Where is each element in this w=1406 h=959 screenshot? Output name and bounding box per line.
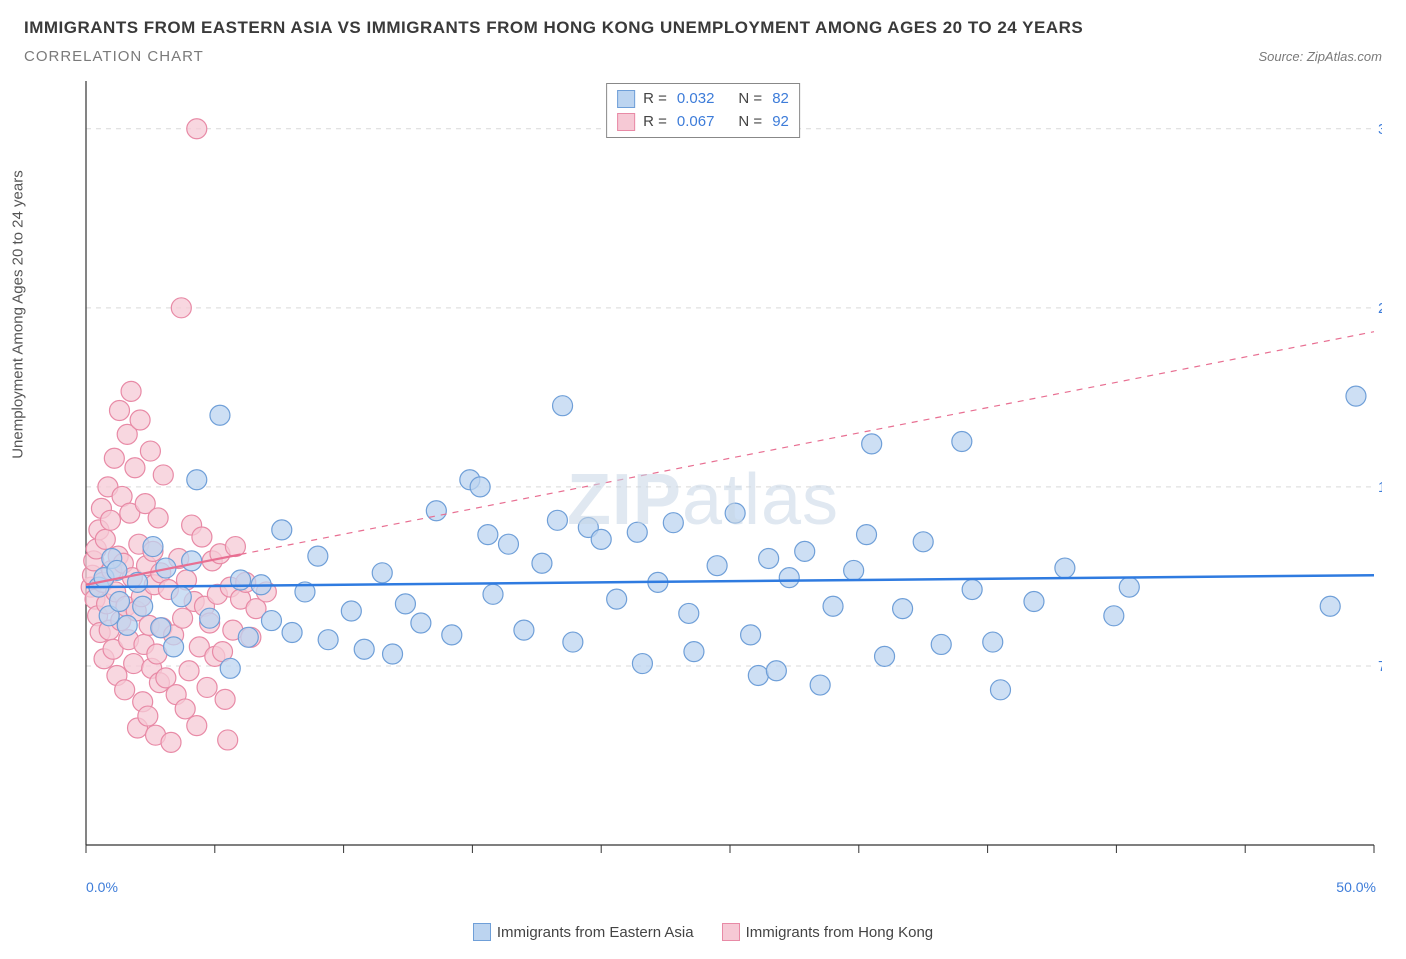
chart-container: Unemployment Among Ages 20 to 24 years R… [24,75,1382,941]
legend-label-pink: Immigrants from Hong Kong [746,924,934,941]
legend-statistics-box: R = 0.032 N = 82 R = 0.067 N = 92 [606,83,800,138]
legend-swatch-blue [617,90,635,108]
y-axis-label: Unemployment Among Ages 20 to 24 years [10,170,27,459]
source-name: ZipAtlas.com [1307,49,1382,64]
svg-text:15.0%: 15.0% [1378,479,1382,496]
legend-swatch-blue [473,923,491,941]
chart-subtitle: CORRELATION CHART [24,48,204,65]
legend-n-label: N = [738,88,762,111]
legend-item-pink: Immigrants from Hong Kong [722,923,934,941]
chart-title: IMMIGRANTS FROM EASTERN ASIA VS IMMIGRAN… [24,18,1382,38]
x-axis-max-label: 50.0% [1336,879,1376,895]
legend-r-value-pink: 0.067 [677,111,715,134]
svg-text:7.5%: 7.5% [1378,658,1382,675]
scatter-chart-svg: 7.5% 15.0% 22.5% 30.0% [24,75,1382,875]
svg-text:22.5%: 22.5% [1378,300,1382,317]
legend-r-label: R = [643,111,667,134]
source-prefix: Source: [1258,49,1306,64]
svg-text:30.0%: 30.0% [1378,121,1382,138]
legend-n-value-blue: 82 [772,88,789,111]
legend-item-blue: Immigrants from Eastern Asia [473,923,694,941]
legend-stat-row-blue: R = 0.032 N = 82 [617,88,789,111]
subtitle-row: CORRELATION CHART Source: ZipAtlas.com [24,48,1382,65]
legend-r-value-blue: 0.032 [677,88,715,111]
legend-swatch-pink [617,113,635,131]
legend-series: Immigrants from Eastern Asia Immigrants … [24,923,1382,941]
x-axis-end-labels: 0.0% 50.0% [24,879,1382,897]
legend-r-label: R = [643,88,667,111]
source-attribution: Source: ZipAtlas.com [1258,49,1382,64]
chart-header: IMMIGRANTS FROM EASTERN ASIA VS IMMIGRAN… [24,18,1382,65]
legend-swatch-pink [722,923,740,941]
legend-n-value-pink: 92 [772,111,789,134]
legend-label-blue: Immigrants from Eastern Asia [497,924,694,941]
legend-n-label: N = [738,111,762,134]
legend-stat-row-pink: R = 0.067 N = 92 [617,111,789,134]
x-axis-min-label: 0.0% [86,879,118,895]
